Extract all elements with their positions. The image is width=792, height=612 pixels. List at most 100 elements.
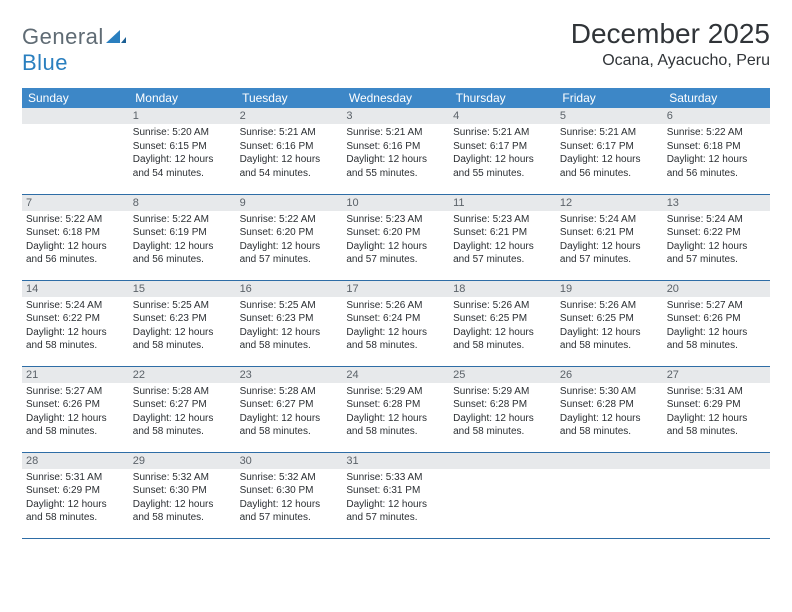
sunset-text: Sunset: 6:15 PM	[133, 140, 232, 154]
calendar-day-cell: 2 Sunrise: 5:21 AMSunset: 6:16 PMDaylight…	[236, 108, 343, 194]
daylight-text: Daylight: 12 hours and 57 minutes.	[346, 240, 445, 267]
sunset-text: Sunset: 6:17 PM	[453, 140, 552, 154]
daylight-text: Daylight: 12 hours and 57 minutes.	[240, 498, 339, 525]
day-details: Sunrise: 5:26 AMSunset: 6:25 PMDaylight:…	[449, 297, 556, 357]
sunrise-text: Sunrise: 5:32 AM	[133, 471, 232, 485]
day-details: Sunrise: 5:25 AMSunset: 6:23 PMDaylight:…	[236, 297, 343, 357]
calendar-day-cell: 16Sunrise: 5:25 AMSunset: 6:23 PMDayligh…	[236, 280, 343, 366]
day-details: Sunrise: 5:24 AMSunset: 6:21 PMDaylight:…	[556, 211, 663, 271]
logo-sail-icon	[106, 24, 126, 40]
calendar-day-cell: 21Sunrise: 5:27 AMSunset: 6:26 PMDayligh…	[22, 366, 129, 452]
sunrise-text: Sunrise: 5:26 AM	[346, 299, 445, 313]
day-details: Sunrise: 5:33 AMSunset: 6:31 PMDaylight:…	[342, 469, 449, 529]
sunset-text: Sunset: 6:21 PM	[453, 226, 552, 240]
sunset-text: Sunset: 6:27 PM	[133, 398, 232, 412]
sunset-text: Sunset: 6:23 PM	[240, 312, 339, 326]
day-details: Sunrise: 5:27 AMSunset: 6:26 PMDaylight:…	[663, 297, 770, 357]
sunset-text: Sunset: 6:16 PM	[240, 140, 339, 154]
day-details: Sunrise: 5:22 AMSunset: 6:18 PMDaylight:…	[663, 124, 770, 184]
logo-word-2: Blue	[22, 50, 68, 75]
day-details: Sunrise: 5:28 AMSunset: 6:27 PMDaylight:…	[129, 383, 236, 443]
calendar-day-cell: 8Sunrise: 5:22 AMSunset: 6:19 PMDaylight…	[129, 194, 236, 280]
sunrise-text: Sunrise: 5:22 AM	[240, 213, 339, 227]
calendar-day-cell: 17Sunrise: 5:26 AMSunset: 6:24 PMDayligh…	[342, 280, 449, 366]
sunset-text: Sunset: 6:17 PM	[560, 140, 659, 154]
sunrise-text: Sunrise: 5:28 AM	[240, 385, 339, 399]
sunset-text: Sunset: 6:18 PM	[26, 226, 125, 240]
calendar-week-row: 21Sunrise: 5:27 AMSunset: 6:26 PMDayligh…	[22, 366, 770, 452]
day-number: 7	[22, 195, 129, 211]
sunset-text: Sunset: 6:24 PM	[346, 312, 445, 326]
sunrise-text: Sunrise: 5:25 AM	[133, 299, 232, 313]
sunset-text: Sunset: 6:18 PM	[667, 140, 766, 154]
day-details: Sunrise: 5:31 AMSunset: 6:29 PMDaylight:…	[663, 383, 770, 443]
day-number: 6	[663, 108, 770, 124]
sunrise-text: Sunrise: 5:23 AM	[346, 213, 445, 227]
sunset-text: Sunset: 6:23 PM	[133, 312, 232, 326]
calendar-day-cell: 27Sunrise: 5:31 AMSunset: 6:29 PMDayligh…	[663, 366, 770, 452]
month-title: December 2025	[571, 18, 770, 50]
sunset-text: Sunset: 6:27 PM	[240, 398, 339, 412]
calendar-day-cell: 10Sunrise: 5:23 AMSunset: 6:20 PMDayligh…	[342, 194, 449, 280]
calendar-day-cell: 29Sunrise: 5:32 AMSunset: 6:30 PMDayligh…	[129, 452, 236, 538]
daylight-text: Daylight: 12 hours and 58 minutes.	[133, 498, 232, 525]
calendar-week-row: 14Sunrise: 5:24 AMSunset: 6:22 PMDayligh…	[22, 280, 770, 366]
calendar-day-cell: 5Sunrise: 5:21 AMSunset: 6:17 PMDaylight…	[556, 108, 663, 194]
calendar-week-row: 7 Sunrise: 5:22 AM Sunset: 6:18 PM Daylight…	[22, 194, 770, 280]
day-details: Sunrise: 5:24 AMSunset: 6:22 PMDaylight:…	[663, 211, 770, 271]
sunrise-text: Sunrise: 5:31 AM	[26, 471, 125, 485]
calendar-day-cell: 26Sunrise: 5:30 AMSunset: 6:28 PMDayligh…	[556, 366, 663, 452]
day-number: 27	[663, 367, 770, 383]
day-number: 2	[236, 108, 343, 124]
sunset-text: Sunset: 6:19 PM	[133, 226, 232, 240]
calendar-day-cell: 31Sunrise: 5:33 AMSunset: 6:31 PMDayligh…	[342, 452, 449, 538]
calendar-day-cell: 9Sunrise: 5:22 AMSunset: 6:20 PMDaylight…	[236, 194, 343, 280]
calendar-day-cell: 22Sunrise: 5:28 AMSunset: 6:27 PMDayligh…	[129, 366, 236, 452]
sunrise-text: Sunrise: 5:21 AM	[453, 126, 552, 140]
daylight-text: Daylight: 12 hours and 57 minutes.	[560, 240, 659, 267]
calendar-day-cell: 15Sunrise: 5:25 AMSunset: 6:23 PMDayligh…	[129, 280, 236, 366]
day-details: Sunrise: 5:21 AMSunset: 6:17 PMDaylight:…	[449, 124, 556, 184]
day-number: 21	[22, 367, 129, 383]
sunrise-text: Sunrise: 5:26 AM	[560, 299, 659, 313]
day-number: 15	[129, 281, 236, 297]
day-number: 22	[129, 367, 236, 383]
weekday-header: Sunday	[22, 88, 129, 108]
weekday-header: Saturday	[663, 88, 770, 108]
daylight-text: Daylight: 12 hours and 54 minutes.	[240, 153, 339, 180]
day-details: Sunrise: 5:20 AMSunset: 6:15 PMDaylight:…	[129, 124, 236, 184]
calendar-day-cell: 25Sunrise: 5:29 AMSunset: 6:28 PMDayligh…	[449, 366, 556, 452]
calendar-day-cell	[449, 452, 556, 538]
day-details: Sunrise: 5:32 AMSunset: 6:30 PMDaylight:…	[236, 469, 343, 529]
sunset-text: Sunset: 6:26 PM	[26, 398, 125, 412]
day-number: 19	[556, 281, 663, 297]
day-details: Sunrise: 5:32 AMSunset: 6:30 PMDaylight:…	[129, 469, 236, 529]
sunset-text: Sunset: 6:29 PM	[26, 484, 125, 498]
day-details: Sunrise: 5:29 AMSunset: 6:28 PMDaylight:…	[342, 383, 449, 443]
sunset-text: Sunset: 6:29 PM	[667, 398, 766, 412]
day-number: 29	[129, 453, 236, 469]
calendar-day-cell: 20Sunrise: 5:27 AMSunset: 6:26 PMDayligh…	[663, 280, 770, 366]
day-details: Sunrise: 5:24 AMSunset: 6:22 PMDaylight:…	[22, 297, 129, 357]
day-details: Sunrise: 5:21 AMSunset: 6:17 PMDaylight:…	[556, 124, 663, 184]
day-number	[449, 453, 556, 469]
calendar-day-cell: 3Sunrise: 5:21 AMSunset: 6:16 PMDaylight…	[342, 108, 449, 194]
day-number: 14	[22, 281, 129, 297]
sunset-text: Sunset: 6:21 PM	[560, 226, 659, 240]
day-number: 18	[449, 281, 556, 297]
sunrise-text: Sunrise: 5:25 AM	[240, 299, 339, 313]
daylight-text: Daylight: 12 hours and 57 minutes.	[453, 240, 552, 267]
day-number: 1	[129, 108, 236, 124]
sunrise-text: Sunrise: 5:21 AM	[240, 126, 339, 140]
calendar-day-cell: 18Sunrise: 5:26 AMSunset: 6:25 PMDayligh…	[449, 280, 556, 366]
calendar-day-cell: 1Sunrise: 5:20 AMSunset: 6:15 PMDaylight…	[129, 108, 236, 194]
day-number	[22, 108, 129, 124]
day-details: Sunrise: 5:28 AMSunset: 6:27 PMDaylight:…	[236, 383, 343, 443]
sunset-text: Sunset: 6:28 PM	[346, 398, 445, 412]
day-number: 8	[129, 195, 236, 211]
calendar-day-cell: 24Sunrise: 5:29 AMSunset: 6:28 PMDayligh…	[342, 366, 449, 452]
day-details: Sunrise: 5:22 AMSunset: 6:19 PMDaylight:…	[129, 211, 236, 271]
daylight-text: Daylight: 12 hours and 58 minutes.	[240, 412, 339, 439]
day-number: 4	[449, 108, 556, 124]
sunset-text: Sunset: 6:31 PM	[346, 484, 445, 498]
